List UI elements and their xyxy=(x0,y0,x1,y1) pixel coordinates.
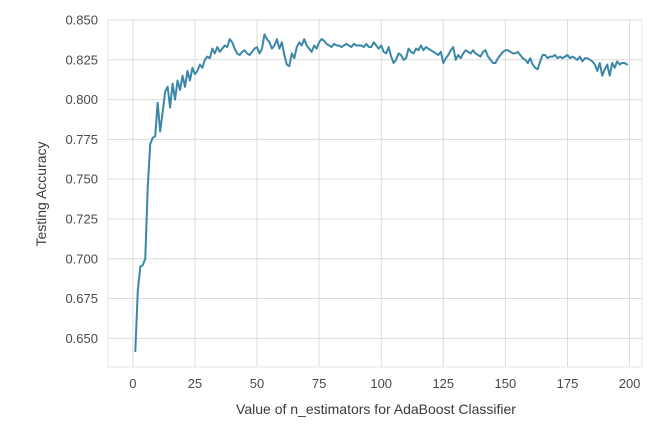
y-tick-label: 0.675 xyxy=(65,291,98,306)
y-tick-label: 0.725 xyxy=(65,211,98,226)
x-tick-label: 25 xyxy=(188,376,202,391)
x-axis-label: Value of n_estimators for AdaBoost Class… xyxy=(236,401,516,417)
x-tick-label: 150 xyxy=(495,376,517,391)
y-tick-label: 0.800 xyxy=(65,92,98,107)
series-line xyxy=(134,33,629,353)
y-tick-label: 0.750 xyxy=(65,172,98,187)
grid xyxy=(107,19,643,368)
x-tick-label: 175 xyxy=(557,376,579,391)
series-layer xyxy=(134,33,629,353)
y-tick-label: 0.850 xyxy=(65,13,98,28)
x-tick-label: 100 xyxy=(370,376,392,391)
x-tick-label: 200 xyxy=(619,376,641,391)
y-axis-label: Testing Accuracy xyxy=(33,141,49,246)
y-tick-label: 0.650 xyxy=(65,331,98,346)
plot-background xyxy=(108,20,642,367)
y-tick-label: 0.700 xyxy=(65,251,98,266)
x-tick-label: 0 xyxy=(129,376,136,391)
x-tick-label: 75 xyxy=(312,376,326,391)
y-tick-label: 0.825 xyxy=(65,52,98,67)
x-tick-label: 50 xyxy=(250,376,264,391)
x-tick-label: 125 xyxy=(432,376,454,391)
tick-labels: 0 25 50 75 100 125 150 175 200 0.650 0.675 0.700 0.7… xyxy=(65,13,640,392)
y-tick-label: 0.775 xyxy=(65,132,98,147)
